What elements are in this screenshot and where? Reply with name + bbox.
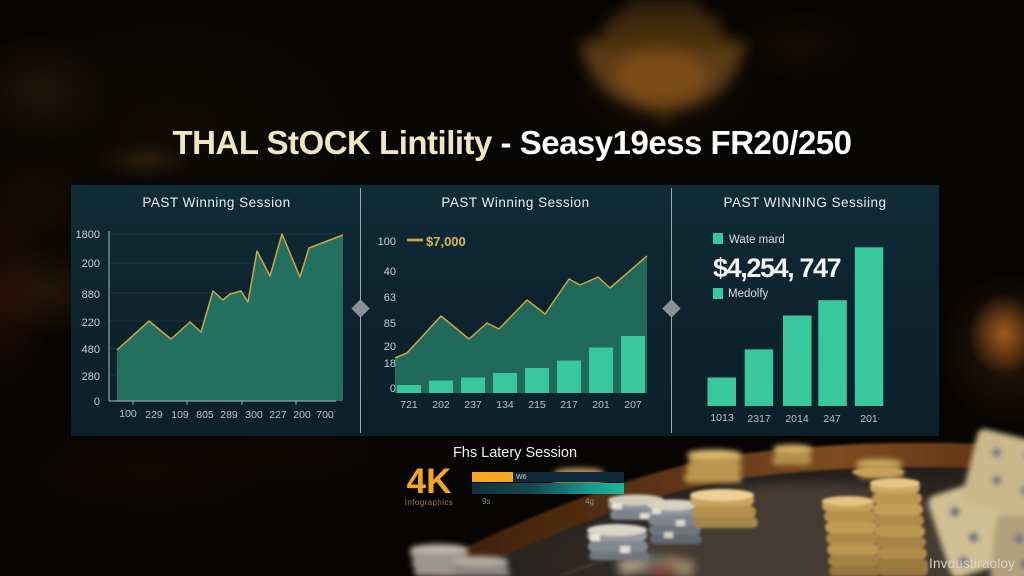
svg-text:805: 805 [196,409,214,421]
svg-text:$4,254, 747: $4,254, 747 [713,253,841,283]
svg-text:200: 200 [293,409,311,421]
svg-text:20: 20 [384,341,396,353]
svg-text:220: 220 [82,317,100,329]
svg-text:Medolfy: Medolfy [728,288,769,300]
svg-text:217: 217 [560,399,578,411]
svg-text:215: 215 [528,399,546,411]
svg-text:300: 300 [245,409,263,421]
svg-text:721: 721 [400,399,418,411]
svg-text:0: 0 [390,383,396,395]
svg-text:0: 0 [94,396,100,408]
svg-text:40: 40 [384,266,396,278]
svg-text:$7,000: $7,000 [426,234,466,249]
svg-text:201: 201 [592,399,610,411]
svg-text:201: 201 [860,413,878,425]
svg-text:237: 237 [464,399,482,411]
svg-text:85: 85 [384,318,396,330]
svg-text:Wate mard: Wate mard [729,234,785,246]
svg-text:700: 700 [316,409,334,421]
svg-text:2317: 2317 [747,413,771,425]
svg-text:280: 280 [82,371,100,383]
svg-text:134: 134 [496,399,514,411]
svg-text:200: 200 [82,258,100,270]
svg-text:1800: 1800 [76,229,100,241]
svg-text:880: 880 [82,289,100,301]
svg-text:207: 207 [624,399,642,411]
svg-text:100: 100 [378,236,396,248]
svg-text:202: 202 [432,399,450,411]
svg-text:18: 18 [384,358,396,370]
svg-text:100: 100 [119,408,137,420]
svg-text:229: 229 [145,409,163,421]
svg-text:109: 109 [171,409,189,421]
svg-text:2014: 2014 [785,413,809,425]
svg-text:227: 227 [269,409,287,421]
svg-text:63: 63 [384,292,396,304]
svg-text:247: 247 [823,413,841,425]
svg-text:289: 289 [220,409,238,421]
svg-text:1013: 1013 [710,412,734,424]
svg-text:480: 480 [82,344,100,356]
